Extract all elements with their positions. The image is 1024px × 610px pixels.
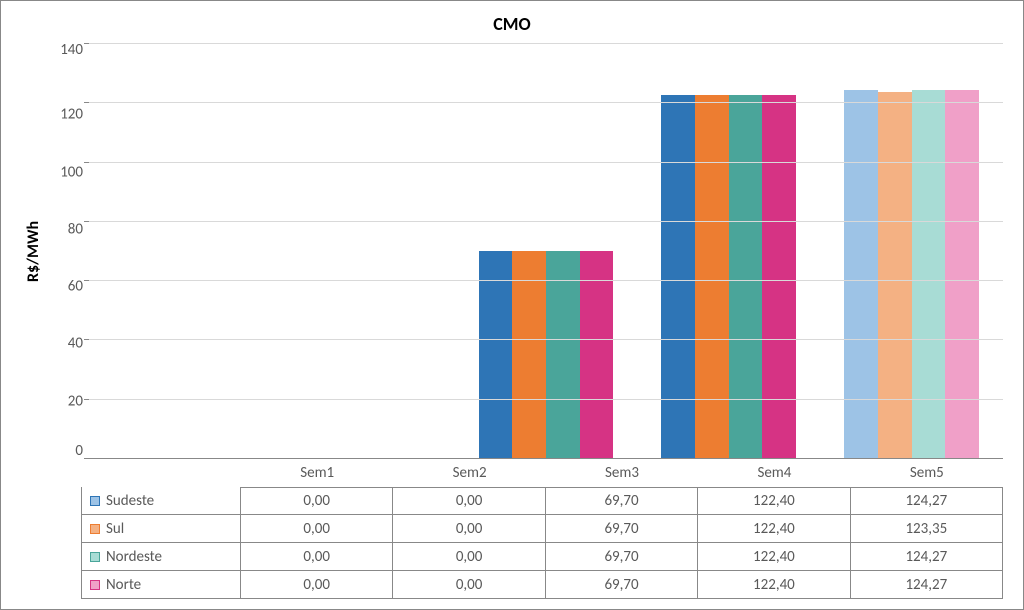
grid-line: [89, 399, 1003, 400]
data-cell: 69,70: [546, 515, 698, 543]
data-cell: 122,40: [698, 487, 850, 515]
legend-label: Sul: [106, 520, 124, 538]
y-tick-mark: [84, 280, 89, 281]
grid-line: [89, 280, 1003, 281]
plot-area: [89, 43, 1003, 459]
data-cell: 0,00: [241, 571, 393, 599]
bar: [695, 95, 729, 458]
data-column: Sem369,7069,7069,7069,70: [546, 459, 698, 599]
data-cell: 124,27: [851, 571, 1003, 599]
data-cell: 69,70: [546, 571, 698, 599]
chart-body: R$/MWh 140 120 100 80 60 40 20 0 Sudeste Sul Nord…: [1, 43, 1023, 609]
bar: [729, 95, 763, 458]
bar-group: [637, 43, 820, 458]
y-ticks: 140 120 100 80 60 40 20 0: [47, 43, 89, 459]
data-table: SudesteSulNordesteNorte Sem10,000,000,00…: [21, 459, 1003, 599]
grid-line: [89, 221, 1003, 222]
data-cell: 0,00: [241, 543, 393, 571]
y-tick-mark: [84, 399, 89, 400]
data-cell: 122,40: [698, 571, 850, 599]
bar: [512, 251, 546, 458]
bar: [479, 251, 513, 458]
data-columns: Sem10,000,000,000,00Sem20,000,000,000,00…: [241, 459, 1003, 599]
legend-item: Sul: [81, 515, 241, 543]
legend-item: Nordeste: [81, 543, 241, 571]
data-column: Sem5124,27123,35124,27124,27: [851, 459, 1003, 599]
data-column: Sem20,000,000,000,00: [393, 459, 545, 599]
bar: [762, 95, 796, 458]
y-tick: 40: [47, 337, 83, 352]
grid-line: [89, 102, 1003, 103]
legend-swatch: [90, 580, 100, 590]
legend-swatch: [90, 496, 100, 506]
y-tick: 100: [47, 165, 83, 180]
category-label: Sem3: [546, 459, 698, 487]
y-tick-mark: [84, 162, 89, 163]
data-column: Sem4122,40122,40122,40122,40: [698, 459, 850, 599]
y-axis-label: R$/MWh: [21, 43, 47, 459]
legend-label: Sudeste: [106, 492, 154, 510]
y-tick: 20: [47, 394, 83, 409]
data-cell: 122,40: [698, 515, 850, 543]
data-cell: 0,00: [393, 515, 545, 543]
legend-swatch: [90, 552, 100, 562]
bar: [844, 90, 878, 458]
bar-group: [89, 43, 272, 458]
grid-line: [89, 162, 1003, 163]
y-tick: 60: [47, 280, 83, 295]
data-cell: 124,27: [851, 487, 1003, 515]
data-cell: 122,40: [698, 543, 850, 571]
data-cell: 123,35: [851, 515, 1003, 543]
y-tick: 80: [47, 222, 83, 237]
legend-item: Sudeste: [81, 487, 241, 515]
bar-group: [820, 43, 1003, 458]
legend-header-spacer: [81, 459, 241, 487]
data-cell: 0,00: [393, 487, 545, 515]
y-tick-mark: [84, 458, 89, 459]
bar: [546, 251, 580, 458]
y-tick-mark: [84, 339, 89, 340]
plot-wrapper: R$/MWh 140 120 100 80 60 40 20 0: [21, 43, 1003, 459]
grid-line: [89, 43, 1003, 44]
y-tick-mark: [84, 43, 89, 44]
bar-group: [455, 43, 638, 458]
legend-swatch: [90, 524, 100, 534]
bar-group: [272, 43, 455, 458]
y-axis-label-text: R$/MWh: [25, 220, 44, 281]
grid-line: [89, 339, 1003, 340]
y-tick: 140: [47, 43, 83, 58]
chart-title: CMO: [1, 13, 1023, 35]
data-cell: 0,00: [393, 543, 545, 571]
data-column: Sem10,000,000,000,00: [241, 459, 393, 599]
y-tick: 0: [47, 444, 83, 459]
bar: [878, 92, 912, 458]
data-cell: 0,00: [241, 515, 393, 543]
y-tick-mark: [84, 221, 89, 222]
category-label: Sem4: [698, 459, 850, 487]
data-cell: 124,27: [851, 543, 1003, 571]
bar: [945, 90, 979, 458]
bar: [912, 90, 946, 458]
legend-label: Nordeste: [106, 548, 162, 566]
category-label: Sem5: [851, 459, 1003, 487]
legend-column: Sudeste Sul Nordeste Norte: [81, 459, 241, 599]
data-cell: 69,70: [546, 487, 698, 515]
chart-container: CMO R$/MWh 140 120 100 80 60 40 20 0 Sudeste Sul…: [0, 0, 1024, 610]
y-tick: 120: [47, 108, 83, 123]
bar-groups: [89, 43, 1003, 458]
legend-item: Norte: [81, 571, 241, 599]
data-cell: 69,70: [546, 543, 698, 571]
bar: [661, 95, 695, 458]
legend-label: Norte: [106, 576, 141, 594]
category-label: Sem2: [393, 459, 545, 487]
data-cell: 0,00: [241, 487, 393, 515]
y-tick-mark: [84, 102, 89, 103]
bar: [580, 251, 614, 458]
data-cell: 0,00: [393, 571, 545, 599]
category-label: Sem1: [241, 459, 393, 487]
